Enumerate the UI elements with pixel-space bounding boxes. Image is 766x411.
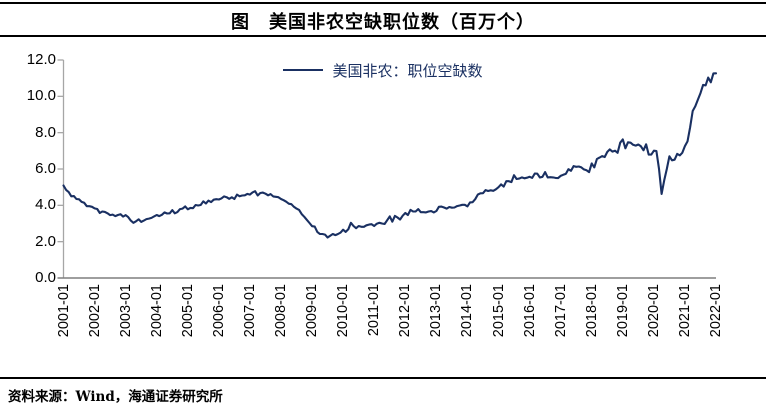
x-tick-label: 2007-01: [241, 284, 258, 338]
x-tick-label: 2021-01: [676, 284, 693, 338]
x-tick-label: 2017-01: [552, 284, 569, 338]
x-tick-label: 2003-01: [117, 284, 134, 338]
x-tick-label: 2019-01: [614, 284, 631, 338]
title-divider: [0, 35, 766, 37]
x-tick-label: 2004-01: [148, 284, 165, 338]
x-tick-label: 2002-01: [86, 284, 103, 338]
x-tick-label: 2011-01: [366, 284, 383, 337]
y-tick-label: 0.0: [35, 269, 56, 286]
x-tick-label: 2008-01: [273, 284, 289, 338]
top-rule: [0, 2, 766, 4]
x-tick-label: 2018-01: [583, 284, 600, 338]
y-tick-label: 12.0: [26, 51, 56, 68]
y-tick-label: 4.0: [35, 196, 56, 214]
x-tick-label: 2012-01: [397, 284, 414, 338]
x-tick-label: 2005-01: [179, 284, 196, 338]
x-tick-label: 2013-01: [428, 284, 445, 338]
x-tick-label: 2016-01: [521, 284, 538, 338]
source-note: 资料来源：Wind，海通证券研究所: [8, 389, 223, 405]
y-tick-label: 10.0: [26, 87, 56, 105]
footer-divider: [0, 377, 766, 379]
x-tick-label: 2009-01: [304, 284, 321, 338]
x-tick-label: 2006-01: [210, 284, 227, 338]
x-tick-label: 2022-01: [708, 284, 724, 338]
x-tick-label: 2014-01: [459, 284, 476, 338]
y-tick-label: 2.0: [35, 232, 56, 250]
x-tick-label: 2010-01: [335, 284, 352, 338]
page-title: 图 美国非农空缺职位数（百万个）: [231, 12, 535, 33]
x-tick-label: 2015-01: [490, 284, 507, 338]
series-line: [62, 72, 718, 239]
y-tick-label: 8.0: [35, 123, 56, 141]
legend-label: 美国非农：职位空缺数: [332, 61, 483, 80]
legend-line-swatch: [283, 69, 324, 71]
y-tick-label: 6.0: [35, 160, 56, 177]
x-tick-label: 2001-01: [55, 284, 72, 338]
chart-legend: 美国非农：职位空缺数: [0, 60, 766, 80]
x-tick-label: 2020-01: [645, 284, 662, 338]
